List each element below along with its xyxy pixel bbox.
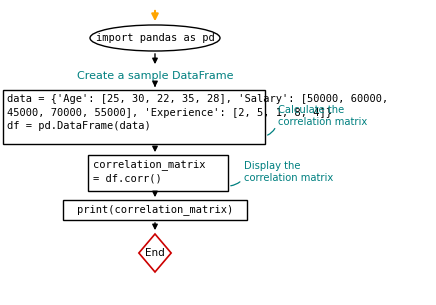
Text: Create a sample DataFrame: Create a sample DataFrame <box>77 71 233 81</box>
Text: Display the
correlation matrix: Display the correlation matrix <box>244 161 333 183</box>
Bar <box>63 200 247 220</box>
Text: End: End <box>145 248 165 258</box>
Text: correlation_matrix
= df.corr(): correlation_matrix = df.corr() <box>93 159 205 184</box>
Bar <box>3 90 265 144</box>
Text: data = {'Age': [25, 30, 22, 35, 28], 'Salary': [50000, 60000,
45000, 70000, 5500: data = {'Age': [25, 30, 22, 35, 28], 'Sa… <box>7 94 388 131</box>
Text: print(correlation_matrix): print(correlation_matrix) <box>77 205 233 215</box>
Text: import pandas as pd: import pandas as pd <box>95 33 215 43</box>
Text: Calculate the
correlation matrix: Calculate the correlation matrix <box>278 105 367 127</box>
Bar <box>88 155 228 191</box>
